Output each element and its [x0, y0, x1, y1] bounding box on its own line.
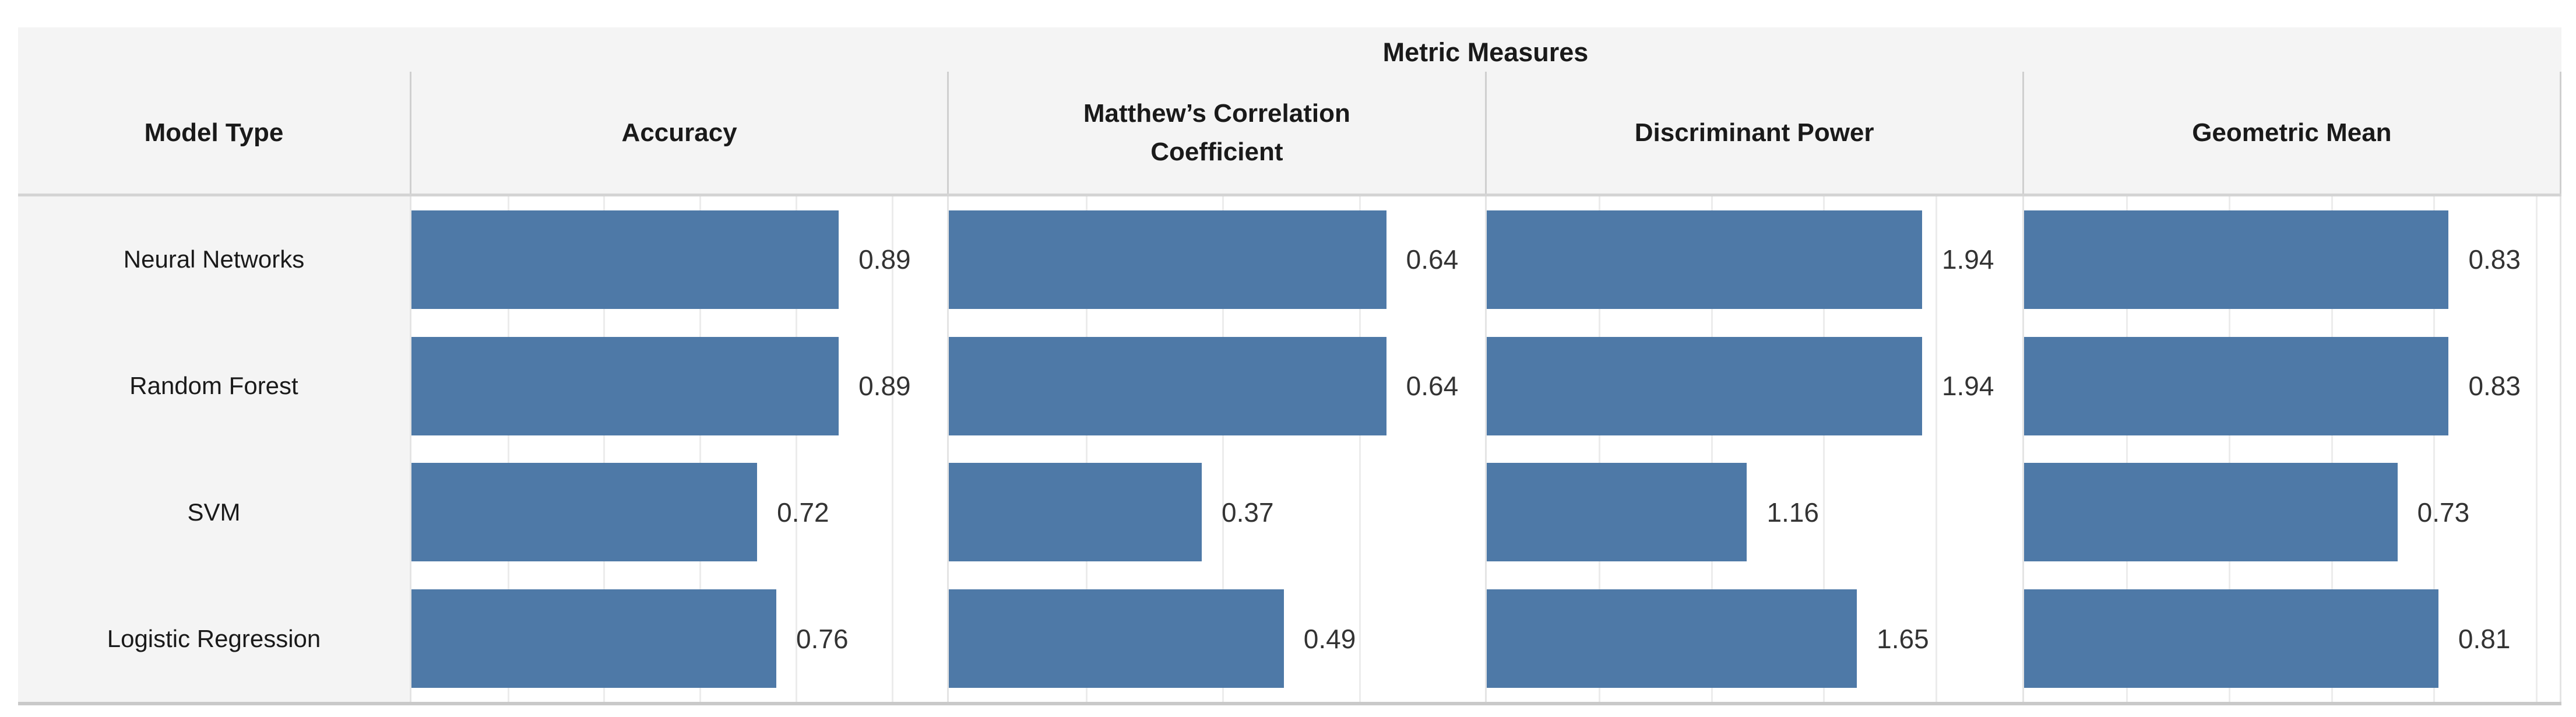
bar-value-label: 0.64 [1406, 244, 1459, 275]
row-random-forest: Random Forest 0.89 0.64 1.94 0.83 [18, 322, 2561, 449]
table-body: Neural Networks 0.89 0.64 1.94 0.83 Rand… [18, 196, 2561, 705]
cell-discriminant-power: 1.94 [1484, 322, 2022, 449]
row-label-svm: SVM [18, 449, 410, 576]
gridline [1935, 196, 1937, 323]
title-row: Metric Measures [18, 27, 2561, 72]
gridline [1935, 575, 1937, 702]
cell-mcc: 0.64 [947, 322, 1485, 449]
bar-value-label: 0.89 [858, 371, 911, 402]
column-header-mcc: Matthew’s Correlation Coefficient [947, 72, 1484, 194]
gridline [1222, 449, 1224, 576]
cell-accuracy: 0.89 [410, 196, 948, 323]
bar-accuracy[interactable] [411, 463, 758, 562]
bar-value-label: 0.76 [796, 623, 849, 654]
gridline [1823, 449, 1825, 576]
column-headers-row: Model Type Accuracy Matthew’s Correlatio… [18, 72, 2561, 194]
bar-geometric-mean[interactable] [2024, 210, 2449, 309]
column-header-geometric-mean: Geometric Mean [2022, 72, 2561, 194]
bar-value-label: 0.72 [777, 497, 829, 528]
cell-mcc: 0.64 [947, 196, 1485, 323]
bar-mcc[interactable] [949, 589, 1284, 688]
cell-geometric-mean: 0.73 [2022, 449, 2561, 576]
bar-mcc[interactable] [949, 210, 1386, 309]
bar-value-label: 1.16 [1766, 497, 1819, 528]
bar-geometric-mean[interactable] [2024, 463, 2398, 562]
bar-value-label: 0.83 [2468, 244, 2521, 275]
cell-accuracy: 0.72 [410, 449, 948, 576]
column-header-label: Model Type [144, 118, 284, 147]
cell-accuracy: 0.76 [410, 575, 948, 702]
bar-geometric-mean[interactable] [2024, 336, 2449, 435]
column-header-model-type: Model Type [18, 72, 410, 194]
bar-accuracy[interactable] [411, 589, 776, 688]
bar-value-label: 0.49 [1303, 623, 1356, 654]
bar-value-label: 0.83 [2468, 371, 2521, 402]
bar-mcc[interactable] [949, 463, 1202, 562]
gridline [1359, 575, 1361, 702]
bar-value-label: 0.73 [2417, 497, 2470, 528]
gridline [795, 449, 797, 576]
bar-value-label: 1.65 [1877, 623, 1929, 654]
metric-measures-table: Metric Measures Model Type Accuracy Matt… [18, 27, 2561, 705]
cell-mcc: 0.37 [947, 449, 1485, 576]
chart-title: Metric Measures [1382, 37, 1589, 67]
row-neural-networks: Neural Networks 0.89 0.64 1.94 0.83 [18, 196, 2561, 323]
cell-discriminant-power: 1.94 [1484, 196, 2022, 323]
bar-value-label: 0.89 [858, 244, 911, 275]
bar-discriminant-power[interactable] [1486, 463, 1747, 562]
bar-value-label: 1.94 [1941, 244, 1994, 275]
gridline [1935, 449, 1937, 576]
gridline [2535, 322, 2538, 449]
row-label-neural-networks: Neural Networks [18, 196, 410, 323]
gridline [891, 449, 893, 576]
column-header-label: Matthew’s Correlation Coefficient [1083, 99, 1350, 166]
gridline [891, 322, 893, 449]
bar-accuracy[interactable] [411, 336, 839, 435]
cell-geometric-mean: 0.83 [2022, 322, 2561, 449]
column-header-label: Accuracy [621, 118, 737, 147]
bar-value-label: 1.94 [1941, 371, 1994, 402]
gridline [2535, 196, 2538, 323]
row-label-random-forest: Random Forest [18, 322, 410, 449]
column-header-label: Geometric Mean [2192, 118, 2392, 147]
bar-value-label: 0.64 [1406, 371, 1459, 402]
cell-discriminant-power: 1.16 [1484, 449, 2022, 576]
bar-geometric-mean[interactable] [2024, 589, 2438, 688]
gridline [891, 575, 893, 702]
cell-geometric-mean: 0.83 [2022, 196, 2561, 323]
row-logistic-regression: Logistic Regression 0.76 0.49 1.65 0.81 [18, 575, 2561, 702]
gridline [795, 575, 797, 702]
gridline [2535, 575, 2538, 702]
bar-mcc[interactable] [949, 336, 1386, 435]
gridline [2433, 449, 2436, 576]
cell-discriminant-power: 1.65 [1484, 575, 2022, 702]
column-header-discriminant-power: Discriminant Power [1484, 72, 2022, 194]
bar-value-label: 0.37 [1222, 497, 1274, 528]
gridline [1935, 322, 1937, 449]
column-header-label: Discriminant Power [1634, 118, 1874, 147]
gridline [1359, 449, 1361, 576]
cell-accuracy: 0.89 [410, 322, 948, 449]
row-svm: SVM 0.72 0.37 1.16 0.73 [18, 449, 2561, 576]
bar-value-label: 0.81 [2458, 623, 2511, 654]
cell-mcc: 0.49 [947, 575, 1485, 702]
gridline [2535, 449, 2538, 576]
bar-discriminant-power[interactable] [1486, 210, 1922, 309]
cell-geometric-mean: 0.81 [2022, 575, 2561, 702]
bar-accuracy[interactable] [411, 210, 839, 309]
bar-discriminant-power[interactable] [1486, 589, 1857, 688]
column-header-accuracy: Accuracy [410, 72, 947, 194]
bar-discriminant-power[interactable] [1486, 336, 1922, 435]
table-header: Metric Measures Model Type Accuracy Matt… [18, 27, 2561, 196]
row-label-logistic-regression: Logistic Regression [18, 575, 410, 702]
gridline [891, 196, 893, 323]
